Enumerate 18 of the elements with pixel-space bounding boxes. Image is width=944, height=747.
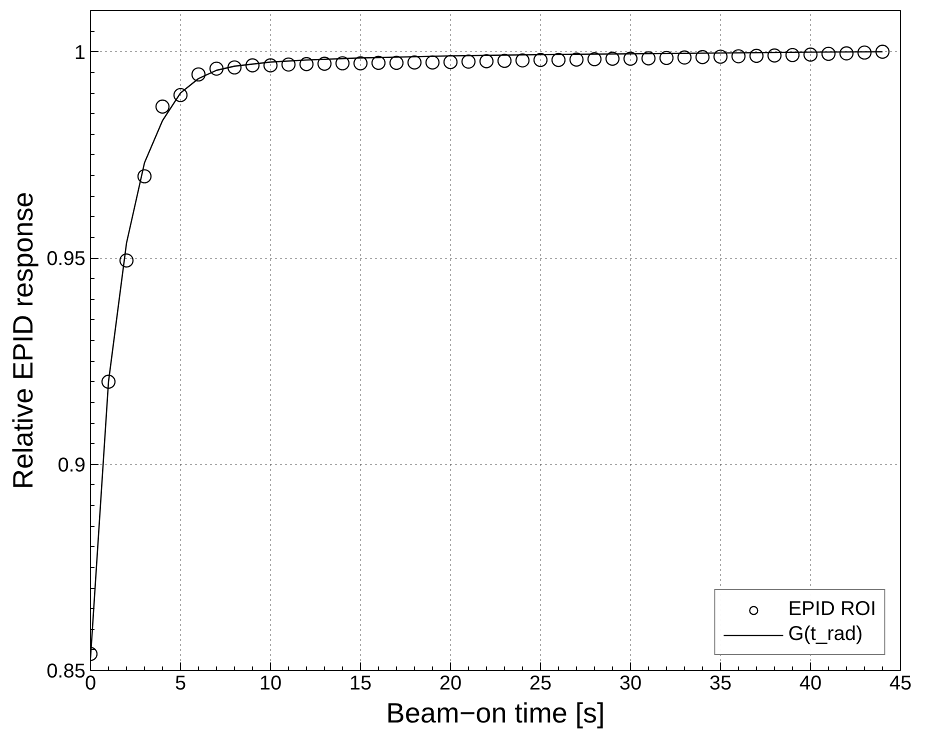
x-tick-label: 20	[439, 672, 462, 694]
legend-label: G(t_rad)	[788, 623, 863, 646]
y-tick-label: 0.9	[58, 454, 86, 476]
x-tick-label: 45	[889, 672, 912, 694]
x-tick-label: 25	[529, 672, 552, 694]
x-tick-label: 5	[174, 672, 186, 694]
x-tick-label: 15	[349, 672, 372, 694]
x-tick-label: 0	[84, 672, 96, 694]
x-tick-label: 35	[709, 672, 732, 694]
y-tick-label: 0.85	[46, 660, 86, 682]
y-tick-label: 1	[74, 42, 86, 64]
y-axis-title: Relative EPID response	[8, 192, 39, 490]
legend-label: EPID ROI	[788, 598, 876, 621]
x-tick-label: 10	[259, 672, 282, 694]
x-tick-label: 30	[619, 672, 642, 694]
x-tick-label: 40	[799, 672, 822, 694]
y-tick-label: 0.95	[46, 248, 86, 270]
x-axis-title: Beam−on time [s]	[386, 698, 605, 728]
